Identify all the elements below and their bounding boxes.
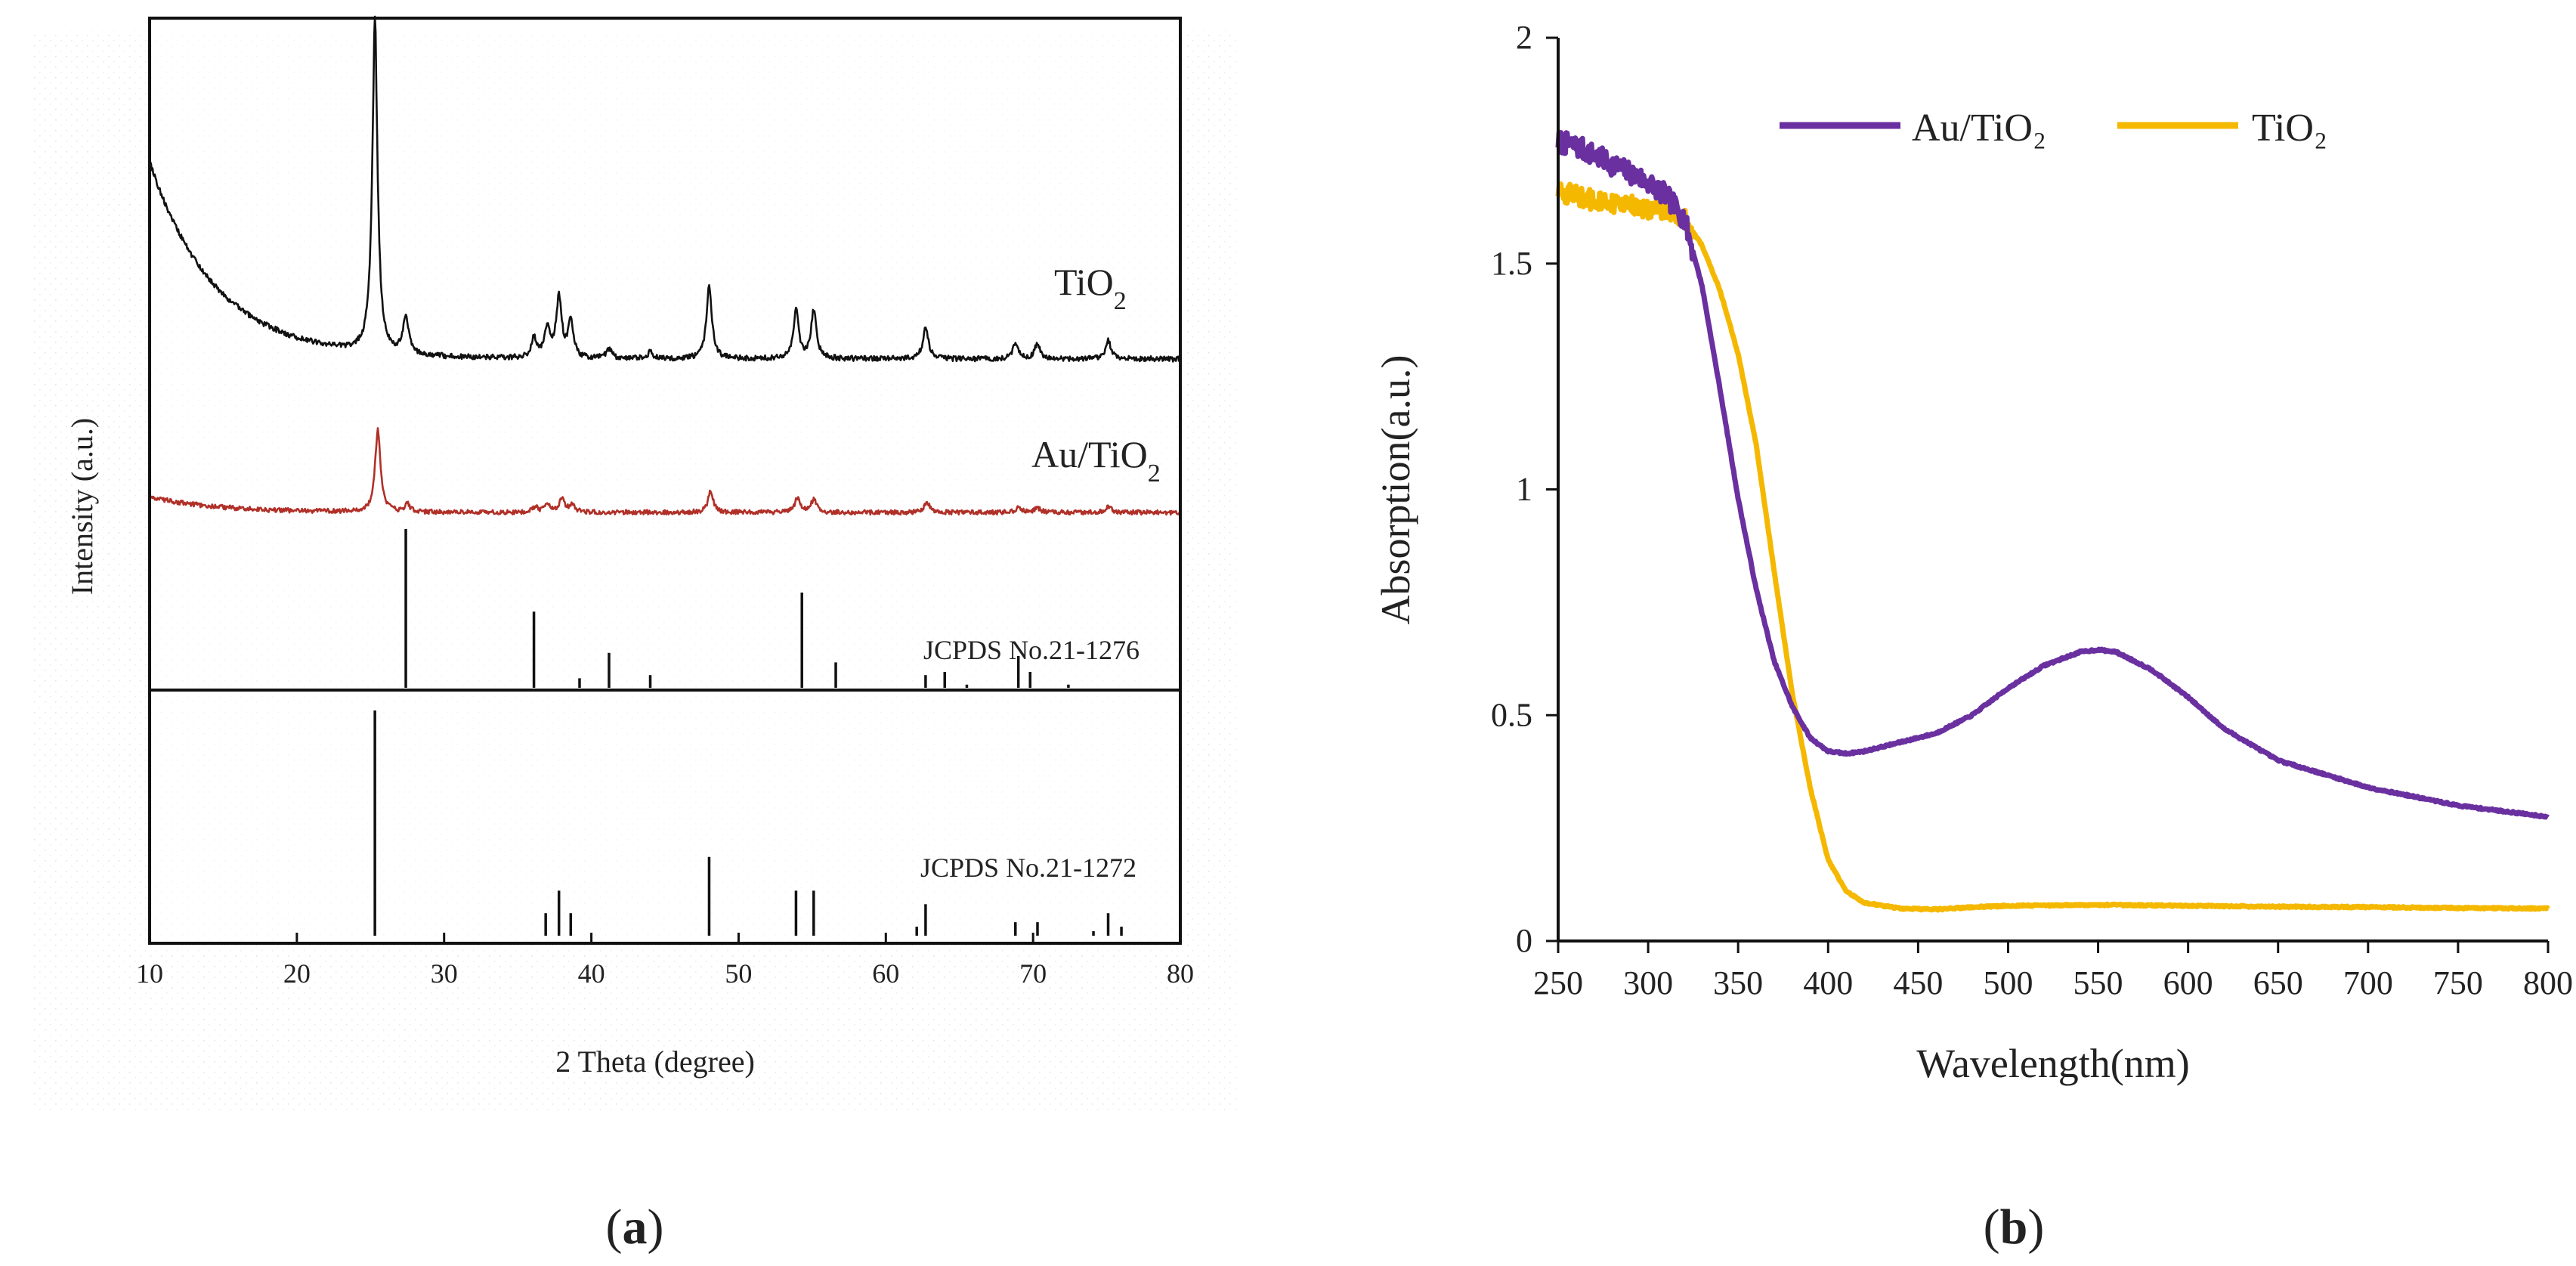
xrd-x-tick-label: 50 <box>725 958 752 989</box>
panel-b-open: ( <box>1984 1199 2000 1255</box>
panel-label-a: (a) <box>606 1199 664 1255</box>
uvvis-x-ticks: 250 300 350 400 450 500 550 600 650 700 750 800 <box>1533 941 2573 1001</box>
uvvis-x-axis-label: Wavelength(nm) <box>1916 1041 2190 1086</box>
xrd-plot-area <box>150 18 1180 943</box>
xrd-reference-group <box>373 529 1123 936</box>
uvvis-x-tick-label: 600 <box>2163 964 2213 1001</box>
panel-a-open: ( <box>606 1199 623 1255</box>
uvvis-y-tick-label: 2 <box>1516 19 1532 56</box>
xrd-x-tick-label: 80 <box>1167 958 1194 989</box>
series-label-tio2: TiO2 <box>1054 261 1127 315</box>
uvvis-x-tick-label: 750 <box>2433 964 2483 1001</box>
uvvis-x-tick-label: 550 <box>2073 964 2123 1001</box>
uvvis-legend: Au/TiO₂ TiO₂ <box>1780 107 2327 150</box>
reference-label-21-1276: JCPDS No.21-1276 <box>923 635 1140 665</box>
xrd-series-group <box>148 15 1181 516</box>
uvvis-y-tick-label: 1.5 <box>1491 245 1532 282</box>
xrd-chart: 10 20 30 40 50 60 70 80 TiO2 Au/TiO2 JCPDS No.2… <box>30 15 1239 1111</box>
panel-label-b: (b) <box>1984 1199 2045 1255</box>
uvvis-y-tick-label: 1 <box>1516 471 1532 508</box>
xrd-x-tick-label: 40 <box>578 958 605 989</box>
uvvis-y-ticks: 0 0.5 1 1.5 2 <box>1491 19 1558 959</box>
uvvis-x-tick-label: 250 <box>1533 964 1583 1001</box>
series-label-tio2-sub: 2 <box>1114 287 1127 315</box>
panel-b-letter: b <box>2000 1199 2028 1255</box>
xrd-x-tick-label: 20 <box>283 958 311 989</box>
xrd-x-axis-label: 2 Theta (degree) <box>555 1045 755 1079</box>
uvvis-x-tick-label: 650 <box>2253 964 2303 1001</box>
uvvis-x-tick-label: 700 <box>2343 964 2393 1001</box>
series-label-au-tio2-sub: 2 <box>1148 460 1161 488</box>
uvvis-y-tick-label: 0 <box>1516 922 1532 959</box>
uvvis-chart: 250 300 350 400 450 500 550 600 650 700 750 800 0 0.… <box>1373 19 2573 1086</box>
legend-label-au-tio2: Au/TiO₂ <box>1912 107 2046 150</box>
xrd-x-ticks: 10 20 30 40 50 60 70 80 <box>136 933 1194 989</box>
panel-b-close: ) <box>2027 1199 2044 1255</box>
xrd-y-axis-label: Intensity (a.u.) <box>65 418 99 595</box>
uvvis-y-tick-label: 0.5 <box>1491 696 1532 733</box>
uvvis-x-tick-label: 500 <box>1983 964 2033 1001</box>
uvvis-series-group <box>1555 129 2550 913</box>
uvvis-x-tick-label: 300 <box>1623 964 1673 1001</box>
xrd-frame <box>148 17 1182 945</box>
uvvis-y-axis-label: Absorption(a.u.) <box>1373 355 1418 625</box>
xrd-x-tick-label: 60 <box>872 958 899 989</box>
uvvis-x-tick-label: 350 <box>1713 964 1763 1001</box>
xrd-x-tick-label: 10 <box>136 958 163 989</box>
series-label-au-tio2-main: Au/TiO <box>1031 433 1148 475</box>
series-label-au-tio2: Au/TiO2 <box>1031 433 1161 488</box>
xrd-series-line <box>148 427 1181 516</box>
xrd-x-tick-label: 30 <box>431 958 458 989</box>
reference-label-21-1272: JCPDS No.21-1272 <box>920 853 1136 883</box>
uvvis-x-tick-label: 450 <box>1893 964 1943 1001</box>
uvvis-series-line <box>1555 181 2550 913</box>
panel-a-close: ) <box>648 1199 664 1255</box>
uvvis-series-line <box>1555 129 2550 820</box>
uvvis-x-tick-label: 400 <box>1803 964 1853 1001</box>
xrd-x-tick-label: 70 <box>1019 958 1047 989</box>
xrd-series-line <box>148 15 1181 363</box>
legend-label-tio2: TiO₂ <box>2252 107 2327 150</box>
uvvis-x-tick-label: 800 <box>2523 964 2573 1001</box>
panel-a-letter: a <box>623 1199 648 1255</box>
series-label-tio2-main: TiO <box>1054 261 1114 303</box>
